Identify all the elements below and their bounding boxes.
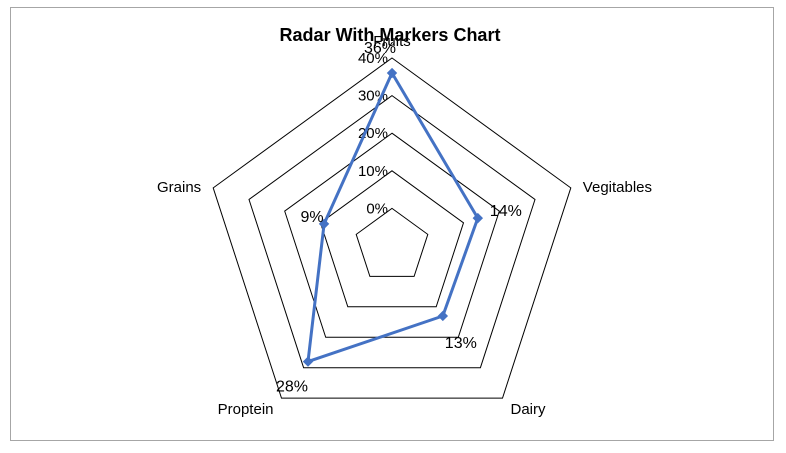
grid-ring-2 bbox=[284, 132, 500, 338]
data-point-marker bbox=[437, 310, 449, 322]
data-point-marker bbox=[472, 212, 484, 224]
data-point-marker bbox=[318, 218, 330, 230]
grid-ring-3 bbox=[248, 94, 536, 369]
data-label: 13% bbox=[445, 335, 477, 352]
data-label: 36% bbox=[364, 40, 396, 57]
chart-title: Radar With Markers Chart bbox=[279, 25, 501, 45]
axis-label-layer: Fruits Vegitables Dairy Proptein Grains bbox=[157, 33, 652, 418]
radial-tick-label: 0% bbox=[366, 200, 388, 217]
grid-ring-1 bbox=[319, 170, 465, 308]
category-label: Proptein bbox=[218, 401, 274, 418]
category-label: Grains bbox=[157, 179, 201, 196]
series-line bbox=[306, 71, 480, 364]
data-point-marker bbox=[386, 67, 398, 79]
category-label: Vegitables bbox=[583, 179, 652, 196]
data-label: 28% bbox=[276, 379, 308, 396]
grid-ring-0 bbox=[355, 207, 429, 277]
data-label: 9% bbox=[301, 209, 324, 226]
radial-tick-label: 40% bbox=[358, 50, 388, 67]
series-layer bbox=[302, 67, 484, 367]
data-point-marker bbox=[302, 356, 314, 367]
radial-tick-label: 10% bbox=[358, 163, 388, 180]
category-label: Fruits bbox=[373, 33, 411, 50]
chart-frame bbox=[10, 7, 774, 441]
tick-layer: 0%10%20%30%40% bbox=[358, 50, 388, 217]
category-label: Dairy bbox=[511, 401, 547, 418]
data-label-layer: 36% 14% 13% 28% 9% bbox=[276, 40, 522, 396]
grid-layer bbox=[212, 57, 572, 399]
data-label: 14% bbox=[490, 203, 522, 220]
grid-ring-4 bbox=[212, 57, 572, 399]
